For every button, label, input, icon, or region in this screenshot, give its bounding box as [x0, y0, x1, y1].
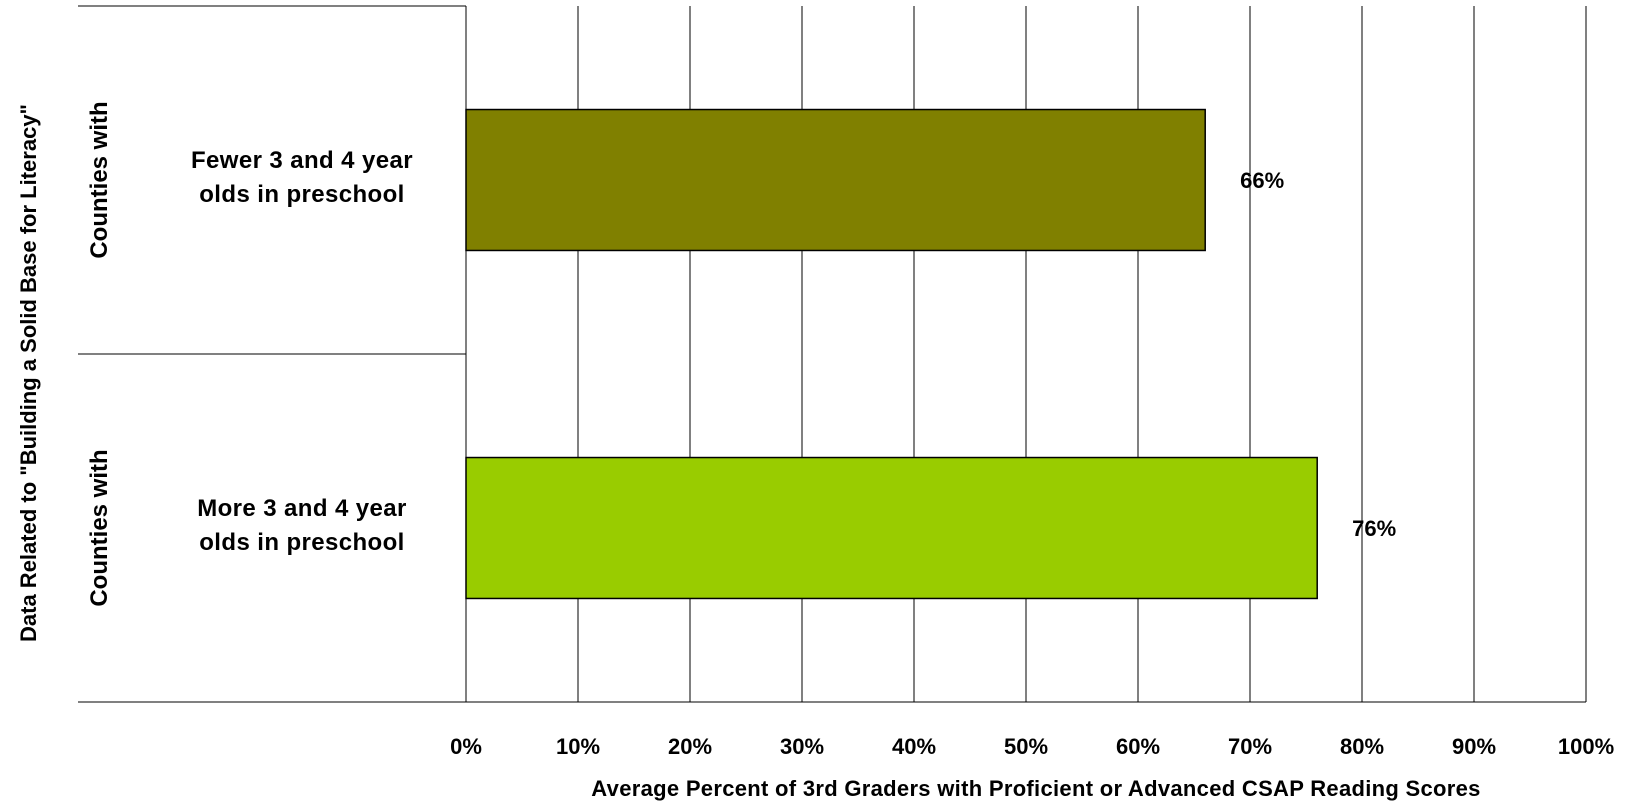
- category-labels: Fewer 3 and 4 year olds in preschool More …: [191, 147, 413, 556]
- y-axis-label: Data Related to "Building a Solid Base f…: [16, 104, 41, 642]
- x-tick-label-0: 0%: [450, 734, 482, 759]
- x-tick-label-40: 40%: [892, 734, 936, 759]
- x-tick-label-30: 30%: [780, 734, 824, 759]
- group-label-2: Counties with: [86, 449, 113, 606]
- x-tick-label-60: 60%: [1116, 734, 1160, 759]
- bar-2: [465, 456, 1318, 600]
- category-label-2: More 3 and 4 year olds in preschool: [197, 495, 407, 556]
- category-dividers: [78, 5, 1586, 703]
- x-axis-label: Average Percent of 3rd Graders with Prof…: [591, 776, 1480, 801]
- bars: [465, 108, 1318, 600]
- x-tick-label-100: 100%: [1558, 734, 1614, 759]
- x-tick-label-80: 80%: [1340, 734, 1384, 759]
- x-tick-labels: 0% 10% 20% 30% 40% 50% 60% 70% 80% 90% 100%: [450, 734, 1614, 759]
- x-tick-label-10: 10%: [556, 734, 600, 759]
- x-tick-label-90: 90%: [1452, 734, 1496, 759]
- category-label-1: Fewer 3 and 4 year olds in preschool: [191, 147, 413, 208]
- bar-1: [465, 108, 1206, 252]
- x-tick-label-50: 50%: [1004, 734, 1048, 759]
- data-label-2: 76%: [1352, 516, 1396, 541]
- data-labels: 66% 76%: [1240, 168, 1396, 541]
- x-tick-label-20: 20%: [668, 734, 712, 759]
- data-label-1: 66%: [1240, 168, 1284, 193]
- group-labels: Counties with Counties with: [86, 101, 113, 606]
- group-label-1: Counties with: [86, 101, 113, 258]
- x-tick-label-70: 70%: [1228, 734, 1272, 759]
